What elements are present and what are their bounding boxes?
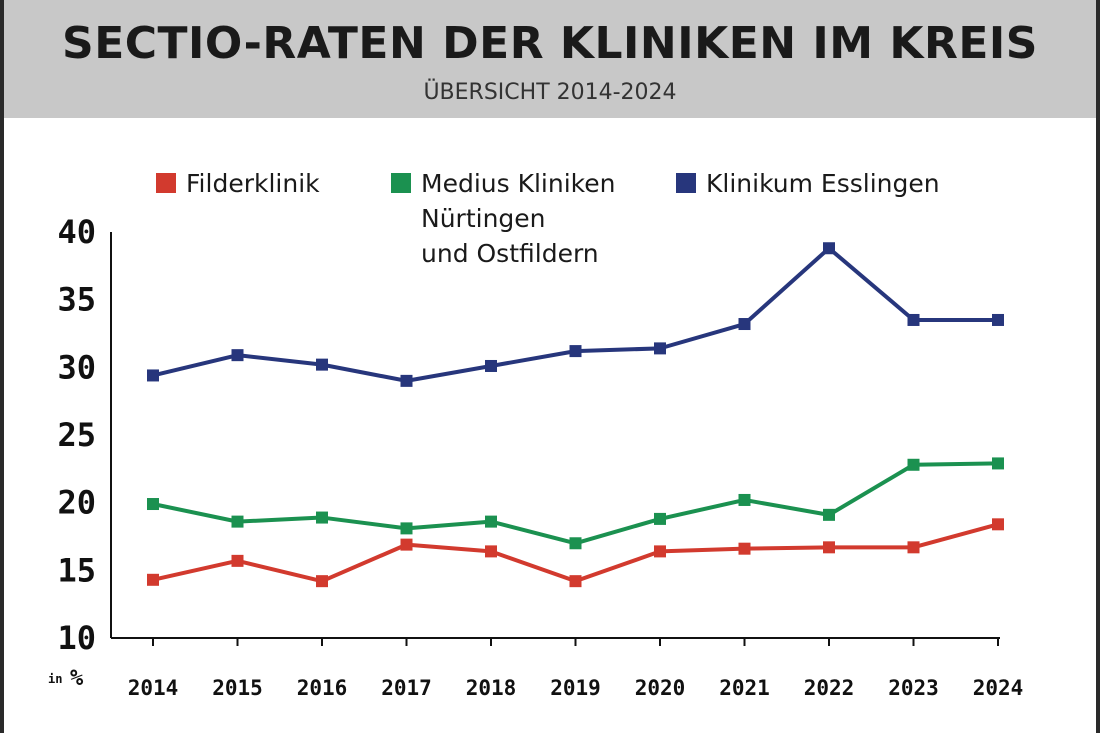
data-point-klinikum-esslingen: [992, 313, 1004, 326]
x-tick-label: 2023: [888, 676, 939, 700]
data-point-filderklinik: [992, 518, 1004, 531]
y-tick-label: 25: [57, 416, 96, 454]
data-point-filderklinik: [569, 575, 582, 588]
legend-swatch-medius: [391, 173, 411, 193]
legend-label-filderklinik: Filderklinik: [186, 169, 320, 198]
x-tick-label: 2022: [804, 676, 855, 700]
y-tick-label: 10: [57, 619, 96, 657]
data-point-medius-kliniken-n-rtingen-und-ostfildern: [400, 522, 413, 535]
x-tick-label: 2024: [973, 676, 1024, 700]
series-line-medius-kliniken-n-rtingen-und-ostfildern: [152, 461, 999, 546]
legend-swatch-filderklinik: [156, 173, 176, 193]
series-line-filderklinik: [152, 522, 999, 584]
data-point-filderklinik: [823, 541, 835, 554]
data-point-medius-kliniken-n-rtingen-und-ostfildern: [316, 511, 328, 524]
data-point-filderklinik: [738, 542, 751, 555]
y-unit-label: in: [48, 672, 62, 686]
data-point-klinikum-esslingen: [654, 342, 666, 355]
data-point-medius-kliniken-n-rtingen-und-ostfildern: [569, 537, 582, 550]
x-tick-label: 2014: [128, 676, 179, 700]
data-point-medius-kliniken-n-rtingen-und-ostfildern: [907, 458, 920, 471]
data-point-klinikum-esslingen: [569, 345, 582, 358]
x-tick-label: 2020: [635, 676, 686, 700]
data-point-klinikum-esslingen: [316, 358, 328, 371]
data-point-filderklinik: [400, 538, 413, 551]
data-point-filderklinik: [907, 541, 920, 554]
data-point-medius-kliniken-n-rtingen-und-ostfildern: [485, 515, 497, 528]
data-point-klinikum-esslingen: [738, 318, 751, 331]
x-tick-label: 2017: [381, 676, 432, 700]
data-point-filderklinik: [147, 573, 159, 586]
data-point-klinikum-esslingen: [907, 313, 920, 326]
y-tick-label: 15: [57, 551, 96, 589]
x-tick-label: 2015: [212, 676, 263, 700]
data-point-filderklinik: [316, 575, 328, 588]
legend-label-esslingen: Klinikum Esslingen: [706, 169, 940, 198]
x-tick-label: 2016: [297, 676, 348, 700]
data-point-klinikum-esslingen: [231, 349, 244, 362]
legend-label-medius-line2: Nürtingen: [421, 204, 546, 233]
header-band: SECTIO-RATEN DER KLINIKEN IM KREIS ÜBERS…: [4, 0, 1096, 118]
y-tick-label: 30: [57, 348, 96, 386]
series-line-klinikum-esslingen: [152, 246, 998, 383]
data-point-filderklinik: [231, 554, 244, 567]
chart-subtitle: ÜBERSICHT 2014-2024: [423, 80, 677, 105]
chart-title: SECTIO-RATEN DER KLINIKEN IM KREIS: [62, 18, 1038, 69]
data-point-medius-kliniken-n-rtingen-und-ostfildern: [654, 512, 666, 525]
data-point-klinikum-esslingen: [147, 369, 159, 382]
x-tick-label: 2019: [550, 676, 601, 700]
y-tick-label: 20: [57, 484, 96, 522]
data-point-filderklinik: [485, 545, 497, 558]
data-point-medius-kliniken-n-rtingen-und-ostfildern: [231, 515, 244, 528]
x-tick-label: 2018: [466, 676, 517, 700]
data-point-medius-kliniken-n-rtingen-und-ostfildern: [823, 508, 835, 521]
data-point-klinikum-esslingen: [400, 374, 413, 387]
legend-swatch-esslingen: [676, 173, 696, 193]
x-tick-label: 2021: [719, 676, 770, 700]
data-point-medius-kliniken-n-rtingen-und-ostfildern: [738, 493, 751, 506]
y-unit-label: %: [70, 666, 84, 691]
y-tick-label: 35: [57, 281, 96, 319]
legend-label-medius-line1: Medius Kliniken: [421, 169, 616, 198]
y-tick-label: 40: [57, 213, 96, 251]
data-point-klinikum-esslingen: [823, 242, 835, 255]
data-point-filderklinik: [654, 545, 666, 558]
data-point-medius-kliniken-n-rtingen-und-ostfildern: [147, 498, 159, 511]
data-point-klinikum-esslingen: [485, 359, 497, 372]
legend-label-medius-line3: und Ostfildern: [421, 239, 599, 268]
data-point-medius-kliniken-n-rtingen-und-ostfildern: [992, 457, 1004, 470]
